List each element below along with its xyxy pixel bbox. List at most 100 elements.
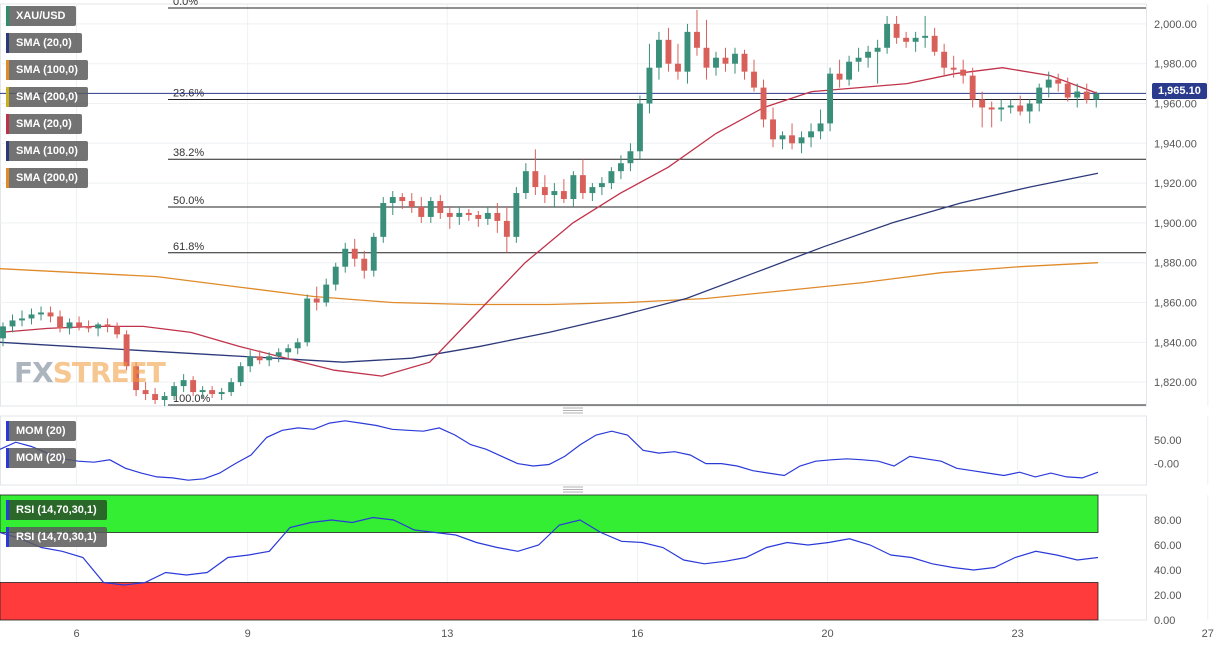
candle-body <box>180 380 187 387</box>
legend-item-rsi-b[interactable]: RSI (14,70,30,1) <box>6 527 107 547</box>
legend-item-mom-a[interactable]: MOM (20) <box>6 421 76 441</box>
candle-body <box>1055 79 1062 84</box>
legend-item-sma-100-a[interactable]: SMA (100,0) <box>6 60 88 80</box>
x-tick-label: 6 <box>73 628 79 640</box>
candle-body <box>332 266 339 285</box>
candle-body <box>865 51 872 58</box>
candle-body <box>855 57 862 62</box>
candle <box>285 344 292 359</box>
candle-body <box>922 35 929 38</box>
legend-item-label: SMA (100,0) <box>16 64 78 76</box>
candle <box>76 316 82 331</box>
indicator-lines <box>0 420 1099 586</box>
candle <box>190 376 197 397</box>
candle-body <box>931 35 938 52</box>
pane-resize-handle[interactable] <box>563 486 583 493</box>
legend-item-sma-200-b[interactable]: SMA (200,0) <box>6 168 88 188</box>
candle-body <box>294 342 301 349</box>
candle-body <box>57 316 63 329</box>
candle <box>522 163 529 200</box>
pane-resize-handle[interactable] <box>563 407 583 414</box>
candle-body <box>779 135 786 140</box>
legend-item-rsi-a[interactable]: RSI (14,70,30,1) <box>6 500 107 520</box>
fib-level-label: 61.8% <box>173 241 204 253</box>
candle-body <box>627 151 634 164</box>
candle-body <box>741 53 748 72</box>
candle <box>627 143 634 172</box>
legend-symbol[interactable]: XAU/USD <box>6 6 76 26</box>
candle <box>38 306 44 321</box>
y-tick-label: 1,860.00 <box>1154 298 1197 310</box>
candle-body <box>228 382 235 393</box>
legend-item-sma-20-b[interactable]: SMA (20,0) <box>6 114 82 134</box>
candle-body <box>171 386 178 397</box>
candle-body <box>209 390 216 395</box>
candle <box>465 208 472 221</box>
candle <box>617 155 624 180</box>
candle-body <box>808 131 814 138</box>
candle <box>171 382 178 401</box>
legend-item-label: SMA (100,0) <box>16 145 78 157</box>
candle-body <box>313 298 320 303</box>
candle-body <box>1045 79 1052 88</box>
legend-item-label: SMA (20,0) <box>16 118 72 130</box>
mom-y-tick-label: 50.00 <box>1154 435 1182 447</box>
candle <box>47 306 54 323</box>
candle-body <box>513 193 520 237</box>
candle-body <box>817 123 824 132</box>
candle-body <box>133 366 140 391</box>
candle <box>152 388 159 405</box>
candle <box>484 206 491 225</box>
candle <box>304 294 311 347</box>
candle-body <box>389 197 396 204</box>
candle <box>751 59 757 92</box>
legend-item-mom-b[interactable]: MOM (20) <box>6 448 76 468</box>
candle-body <box>1064 83 1071 98</box>
candle-body <box>475 214 482 219</box>
rsi-y-tick-label: 20.00 <box>1154 590 1182 602</box>
legend-item-sma-100-b[interactable]: SMA (100,0) <box>6 141 88 161</box>
pane-separators[interactable] <box>563 407 583 493</box>
candle-body <box>589 187 596 194</box>
candle <box>114 322 121 339</box>
candle <box>370 232 377 277</box>
candle-body <box>522 171 529 194</box>
candle <box>884 15 891 54</box>
candle <box>294 338 301 355</box>
candle <box>427 197 434 223</box>
candle <box>817 109 824 140</box>
y-tick-label: 1,880.00 <box>1154 258 1197 270</box>
candle <box>979 91 986 128</box>
candle <box>694 9 700 56</box>
candle-body <box>351 248 358 259</box>
pane-frame <box>0 3 1147 407</box>
candle-body <box>437 201 444 213</box>
candle <box>969 67 976 108</box>
legend-item-sma-20-a[interactable]: SMA (20,0) <box>6 33 82 53</box>
candle-body <box>598 183 605 188</box>
candle-body <box>551 191 558 196</box>
candle <box>1007 99 1014 114</box>
candle <box>380 197 387 243</box>
candle-body <box>465 212 472 215</box>
candle <box>456 206 463 225</box>
candle-body <box>646 67 653 104</box>
candle <box>760 79 767 128</box>
legend-item-sma-200-a[interactable]: SMA (200,0) <box>6 87 88 107</box>
candle-body <box>1007 105 1014 108</box>
y-tick-label: 1,920.00 <box>1154 178 1197 190</box>
candle-body <box>560 191 567 200</box>
fibonacci-levels: 0.0%23.6%38.2%50.0%61.8%100.0% <box>0 0 1146 406</box>
candle <box>266 352 273 367</box>
candle <box>1074 83 1081 108</box>
candle <box>827 67 834 132</box>
candle <box>684 23 691 84</box>
candle <box>66 318 73 335</box>
candlesticks <box>0 9 1100 406</box>
candle-body <box>903 37 910 42</box>
candle-body <box>275 352 282 357</box>
candle <box>275 348 282 363</box>
candle-body <box>703 47 710 68</box>
legend-item-label: SMA (20,0) <box>16 37 72 49</box>
pane-frame <box>0 415 1147 486</box>
